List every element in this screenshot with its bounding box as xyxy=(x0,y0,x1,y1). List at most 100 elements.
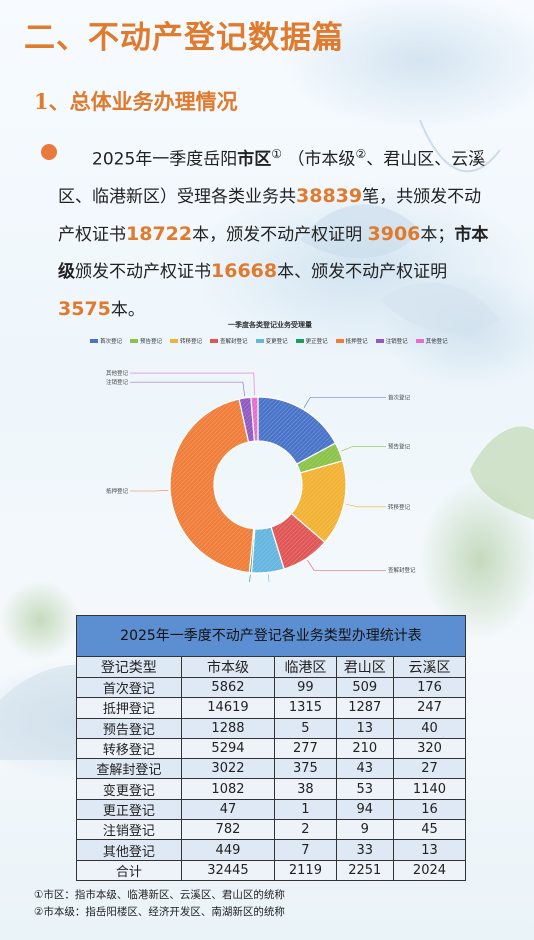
legend-label: 首次登记 xyxy=(100,339,123,345)
legend-swatch xyxy=(335,339,344,343)
table-cell: 27 xyxy=(392,758,467,780)
table-row: 变更登记 1082 38 53 1140 xyxy=(76,778,467,800)
table-cell: 预告登记 xyxy=(76,717,182,739)
legend-label: 其他登记 xyxy=(425,339,448,345)
chart-title: 一季度各类登记业务受理量 xyxy=(228,321,312,329)
table-cell: 5294 xyxy=(180,737,276,760)
statistics-table: 2025年一季度不动产登记各业务类型办理统计表 登记类型 市本级 临港区 君山区… xyxy=(76,615,467,881)
city-level-label: 市本级 xyxy=(58,224,489,283)
header-lingang: 临港区 xyxy=(274,656,337,678)
table-row: 首次登记 5862 99 509 176 xyxy=(76,676,467,699)
legend-label: 变更登记 xyxy=(265,339,288,345)
slice-label: 抵押登记 xyxy=(106,487,129,495)
table-cell: 1287 xyxy=(335,697,394,719)
table-cell: 1 xyxy=(274,798,337,821)
bullet-dot-icon xyxy=(41,144,57,160)
table-cell: 509 xyxy=(335,676,394,699)
legend-label: 预告登记 xyxy=(140,339,163,345)
table-cell: 5862 xyxy=(180,676,276,699)
table-cell: 40 xyxy=(392,717,467,739)
donut-slice-hatch xyxy=(271,513,325,570)
footnote-1: ①市区：指市本级、临港新区、云溪区、君山区的统称 xyxy=(34,889,285,901)
legend-label: 查解封登记 xyxy=(220,339,248,345)
table-cell: 33 xyxy=(335,839,394,861)
legend-swatch xyxy=(295,339,304,343)
donut-slice-7 xyxy=(169,398,255,574)
section-title: 二、不动产登记数据篇 xyxy=(24,20,344,56)
table-cell: 375 xyxy=(274,758,337,780)
legend-swatch xyxy=(130,339,139,343)
legend-swatch xyxy=(170,339,179,343)
city-certificates-value: 16668 xyxy=(211,260,278,283)
legend-item: 转移登记 xyxy=(170,337,202,345)
slice-label: 预告登记 xyxy=(388,443,411,451)
header-type: 登记类型 xyxy=(76,656,182,678)
leader-line xyxy=(267,574,270,582)
table-cell: 277 xyxy=(274,737,337,760)
footnotes: ①市区：指市本级、临港新区、云溪区、君山区的统称 ②市本级：指岳阳楼区、经济开发… xyxy=(34,887,285,921)
table-cell: 其他登记 xyxy=(76,839,182,861)
legend-swatch xyxy=(375,339,384,343)
table-cell: 1288 xyxy=(180,717,276,739)
legend-item: 变更登记 xyxy=(255,337,288,345)
table-cell: 1140 xyxy=(392,778,467,800)
total-business-value: 38839 xyxy=(296,185,363,208)
summary-text-a: 笔，共颁发不动产权证书 xyxy=(58,187,482,245)
table-cell: 449 xyxy=(180,839,276,861)
slice-label: 其他登记 xyxy=(106,369,129,377)
table-cell: 查解封登记 xyxy=(76,758,182,780)
table-cell: 抵押登记 xyxy=(76,697,182,719)
table-cell: 53 xyxy=(335,778,394,800)
table-cell: 43 xyxy=(335,758,394,780)
leader-line xyxy=(303,397,386,408)
summary-text-f: 本。 xyxy=(110,299,145,320)
table-row: 转移登记 5294 277 210 320 xyxy=(76,737,467,760)
table-cell: 首次登记 xyxy=(76,676,182,699)
table-cell: 转移登记 xyxy=(76,737,182,760)
table-cell: 2251 xyxy=(335,859,394,881)
slice-label: 转移登记 xyxy=(388,503,411,511)
table-cell: 合计 xyxy=(76,859,182,881)
summary-text-c: 本； xyxy=(420,224,455,245)
table-row: 其他登记 449 7 33 13 xyxy=(76,839,467,861)
summary-districts-text: 、君山区、云溪区、临港新区）受理各类业务共 xyxy=(58,149,486,208)
donut-slice-3 xyxy=(290,460,347,544)
table-cell: 14619 xyxy=(180,697,276,719)
slice-label: 查解封登记 xyxy=(388,566,416,574)
table-cell: 3022 xyxy=(180,758,276,780)
donut-slice-hatch xyxy=(258,397,336,465)
leader-line xyxy=(130,490,169,492)
table-cell: 13 xyxy=(335,717,394,739)
table-cell: 更正登记 xyxy=(76,798,182,821)
table-row: 抵押登记 14619 1315 1287 247 xyxy=(76,697,467,719)
header-city-level: 市本级 xyxy=(180,656,276,678)
legend-item: 抵押登记 xyxy=(335,337,368,345)
donut-slice-9 xyxy=(250,396,259,442)
leader-line xyxy=(130,381,245,397)
table-cell: 47 xyxy=(180,798,276,821)
table-cell: 2119 xyxy=(274,859,337,881)
legend-swatch xyxy=(415,339,424,343)
leader-line xyxy=(130,372,255,396)
summary-paragraph: 2025年一季度岳阳市区① （市本级②、君山区、云溪区、临港新区）受理各类业务共… xyxy=(58,136,498,328)
donut-slice-hatch xyxy=(296,443,343,473)
table-total-row: 合计 32445 2119 2251 2024 xyxy=(76,859,467,881)
donut-slice-hatch xyxy=(251,527,285,573)
leader-line xyxy=(249,574,251,582)
legend-item: 更正登记 xyxy=(295,337,328,345)
table-cell: 2 xyxy=(274,819,337,841)
table-cell: 210 xyxy=(335,737,394,760)
legend-label: 抵押登记 xyxy=(345,339,368,345)
table-cell: 9 xyxy=(335,819,394,841)
table-cell: 注销登记 xyxy=(76,819,182,841)
leader-line xyxy=(341,446,386,452)
header-junshan: 君山区 xyxy=(335,656,394,678)
table-cell: 247 xyxy=(392,697,467,719)
total-proofs-value: 3906 xyxy=(367,222,421,245)
table-row: 查解封登记 3022 375 43 27 xyxy=(76,758,467,780)
legend-swatch xyxy=(255,339,264,343)
table-cell: 1315 xyxy=(274,697,337,719)
table-cell: 176 xyxy=(392,676,467,699)
table-cell: 45 xyxy=(392,819,467,841)
